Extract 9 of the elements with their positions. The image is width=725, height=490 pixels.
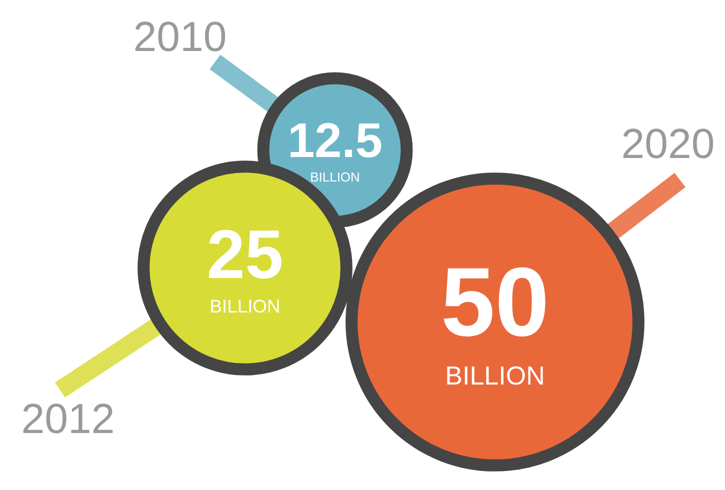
category-label: 2020 xyxy=(621,120,715,167)
text: BILLION xyxy=(310,169,360,184)
text: BILLION xyxy=(445,360,545,391)
text: BILLION xyxy=(210,296,280,317)
data-label: 12.5 xyxy=(288,114,382,168)
data-label: 25 xyxy=(206,216,284,293)
category-label: 2012 xyxy=(21,395,115,442)
category-label: 2010 xyxy=(133,13,227,60)
data-label: 50 xyxy=(440,247,550,356)
